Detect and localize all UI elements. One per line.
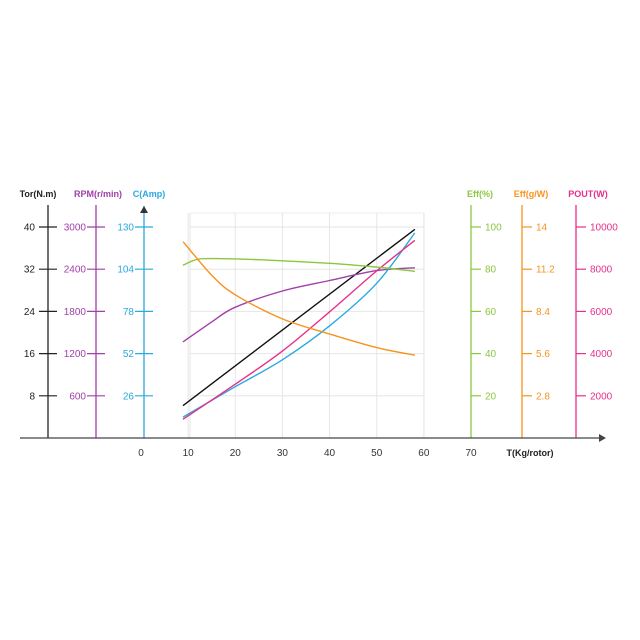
x-axis-arrow bbox=[599, 434, 606, 442]
y-tick-label-rpm: 600 bbox=[69, 391, 86, 402]
y-tick-label-effp: 20 bbox=[485, 391, 497, 402]
y-tick-label-pout: 6000 bbox=[590, 307, 613, 318]
series-line-amp bbox=[182, 232, 416, 418]
grid bbox=[187, 212, 425, 438]
series-lines bbox=[182, 228, 416, 420]
y-tick-label-tor: 40 bbox=[24, 223, 36, 234]
x-tick-label: 20 bbox=[230, 448, 242, 459]
y-tick-label-pout: 4000 bbox=[590, 349, 613, 360]
x-axis-title: T(Kg/rotor) bbox=[507, 448, 554, 458]
y-axis-title-effp: Eff(%) bbox=[467, 189, 493, 199]
y-tick-label-pout: 10000 bbox=[590, 223, 618, 234]
y-tick-label-effg: 8.4 bbox=[536, 307, 550, 318]
x-tick-label: 60 bbox=[418, 448, 430, 459]
axes: Tor(N.m)816243240RPM(r/min)6001200180024… bbox=[20, 189, 619, 459]
y-tick-label-amp: 26 bbox=[123, 391, 135, 402]
y-tick-label-tor: 8 bbox=[29, 391, 35, 402]
y-tick-label-tor: 16 bbox=[24, 349, 36, 360]
y-tick-label-effg: 14 bbox=[536, 223, 548, 234]
x-tick-label: 40 bbox=[324, 448, 336, 459]
y-axis-title-pout: POUT(W) bbox=[568, 189, 608, 199]
y-axis-title-amp: C(Amp) bbox=[133, 189, 166, 199]
y-tick-label-effp: 80 bbox=[485, 265, 497, 276]
y-tick-label-pout: 8000 bbox=[590, 265, 613, 276]
y-tick-label-rpm: 3000 bbox=[64, 223, 87, 234]
x-tick-label: 30 bbox=[277, 448, 289, 459]
x-tick-label: 0 bbox=[138, 448, 144, 459]
y-tick-label-amp: 78 bbox=[123, 307, 135, 318]
series-line-effg bbox=[182, 241, 416, 356]
y-tick-label-effg: 5.6 bbox=[536, 349, 550, 360]
y-axis-arrow-amp bbox=[140, 206, 148, 213]
y-tick-label-amp: 104 bbox=[117, 265, 134, 276]
x-tick-label: 10 bbox=[183, 448, 195, 459]
x-tick-label: 70 bbox=[465, 448, 477, 459]
y-tick-label-effp: 40 bbox=[485, 349, 497, 360]
y-tick-label-rpm: 2400 bbox=[64, 265, 87, 276]
y-tick-label-effp: 100 bbox=[485, 223, 502, 234]
y-tick-label-rpm: 1800 bbox=[64, 307, 87, 318]
y-tick-label-tor: 32 bbox=[24, 265, 36, 276]
x-tick-label: 50 bbox=[371, 448, 383, 459]
y-tick-label-rpm: 1200 bbox=[64, 349, 87, 360]
y-tick-label-amp: 52 bbox=[123, 349, 135, 360]
y-tick-label-effg: 11.2 bbox=[536, 265, 555, 276]
y-tick-label-effg: 2.8 bbox=[536, 391, 550, 402]
y-tick-label-pout: 2000 bbox=[590, 391, 613, 402]
y-axis-title-effg: Eff(g/W) bbox=[514, 189, 548, 199]
y-tick-label-effp: 60 bbox=[485, 307, 497, 318]
y-axis-title-rpm: RPM(r/min) bbox=[74, 189, 122, 199]
y-axis-title-tor: Tor(N.m) bbox=[20, 189, 57, 199]
y-tick-label-amp: 130 bbox=[117, 223, 134, 234]
y-tick-label-tor: 24 bbox=[24, 307, 36, 318]
series-line-tor bbox=[182, 228, 416, 406]
